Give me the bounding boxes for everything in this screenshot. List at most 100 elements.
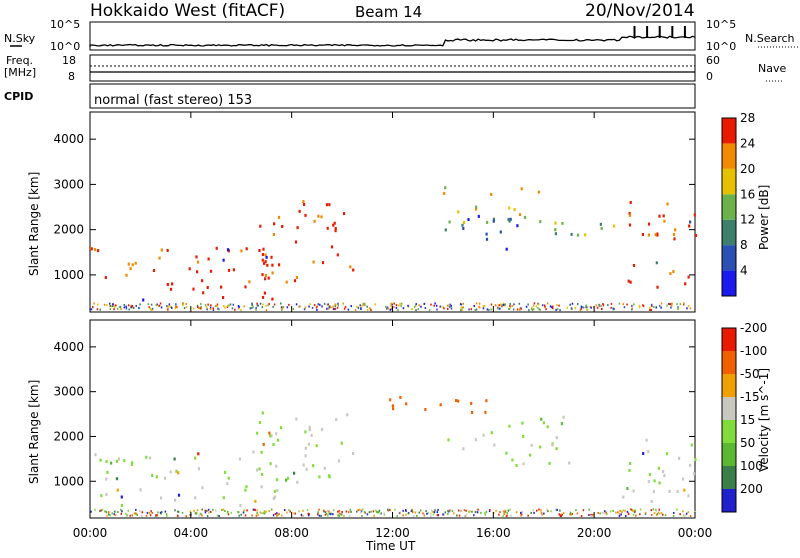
heatmap-cell — [284, 509, 286, 511]
heatmap-cell — [676, 490, 679, 494]
heatmap-cell — [357, 306, 360, 309]
heatmap-cell — [484, 513, 487, 516]
heatmap-cell — [363, 302, 366, 305]
heatmap-cell — [656, 285, 659, 289]
heatmap-cell — [240, 249, 243, 253]
heatmap-cell — [639, 508, 642, 511]
x-tick-label: 12:00 — [375, 526, 410, 540]
heatmap-cell — [383, 512, 385, 515]
heatmap-cell — [582, 306, 585, 309]
heatmap-cell — [334, 229, 337, 233]
heatmap-cell — [271, 271, 274, 275]
heatmap-cell — [628, 468, 631, 472]
heatmap-cell — [271, 297, 274, 301]
heatmap-cell — [568, 461, 571, 465]
heatmap-cell — [506, 514, 508, 517]
heatmap-cell — [310, 433, 313, 437]
heatmap-cell — [145, 514, 148, 517]
heatmap-cell — [629, 280, 632, 284]
heatmap-cell — [689, 220, 692, 224]
heatmap-cell — [625, 515, 627, 517]
heatmap-cell — [398, 304, 400, 307]
heatmap-cell — [177, 493, 181, 497]
heatmap-cell — [296, 226, 299, 230]
heatmap-cell — [694, 458, 697, 462]
heatmap-cell — [639, 513, 641, 516]
heatmap-cell — [392, 407, 395, 411]
heatmap-cell — [420, 305, 422, 308]
heatmap-cell — [106, 470, 109, 474]
heatmap-cell — [138, 307, 140, 310]
x-tick-label: 20:00 — [577, 526, 612, 540]
heatmap-cell — [277, 513, 279, 516]
power-colorbar-label: Power [dB] — [757, 185, 771, 250]
heatmap-cell — [628, 211, 631, 215]
heatmap-cell — [638, 304, 641, 307]
heatmap-cell — [243, 509, 245, 512]
heatmap-cell — [468, 511, 470, 513]
heatmap-cell — [94, 453, 97, 457]
heatmap-cell — [429, 515, 432, 518]
heatmap-cell — [590, 513, 592, 516]
heatmap-cell — [308, 425, 311, 429]
heatmap-cell — [618, 514, 621, 517]
heatmap-cell — [497, 307, 499, 310]
heatmap-cell — [343, 515, 345, 517]
heatmap-cell — [160, 512, 162, 515]
heatmap-cell — [302, 200, 305, 203]
heatmap-cell — [476, 511, 479, 514]
heatmap-cell — [619, 510, 622, 513]
heatmap-cell — [322, 509, 325, 512]
heatmap-cell — [590, 515, 593, 517]
heatmap-cell — [90, 308, 93, 311]
colorbar-tick-label: 8 — [740, 238, 748, 252]
heatmap-cell — [169, 470, 172, 474]
heatmap-cell — [150, 303, 153, 306]
heatmap-cell — [467, 218, 470, 221]
heatmap-cell — [155, 475, 158, 479]
heatmap-cell — [670, 306, 672, 309]
heatmap-cell — [125, 307, 128, 310]
heatmap-cell — [166, 514, 168, 517]
heatmap-cell — [195, 512, 197, 515]
heatmap-cell — [656, 513, 659, 516]
heatmap-cell — [613, 307, 615, 310]
freq-tick-bottom: 8 — [68, 70, 75, 83]
heatmap-cell — [493, 443, 496, 447]
heatmap-cell — [337, 459, 340, 463]
heatmap-cell — [155, 514, 157, 517]
heatmap-cell — [315, 444, 318, 448]
heatmap-cell — [257, 514, 259, 516]
heatmap-cell — [277, 438, 280, 442]
heatmap-cell — [560, 515, 562, 518]
heatmap-cell — [484, 410, 487, 414]
heatmap-cell — [405, 402, 408, 406]
heatmap-cell — [302, 463, 305, 467]
heatmap-cell — [387, 307, 389, 310]
heatmap-cell — [631, 304, 633, 307]
heatmap-cell — [552, 305, 554, 308]
heatmap-cell — [139, 488, 142, 492]
heatmap-cell — [482, 307, 485, 310]
heatmap-cell — [196, 260, 200, 264]
heatmap-cell — [237, 307, 240, 310]
heatmap-cell — [196, 509, 199, 512]
heatmap-cell — [655, 261, 658, 265]
heatmap-cell — [432, 513, 435, 516]
heatmap-cell — [554, 228, 557, 232]
heatmap-cell — [262, 247, 265, 251]
heatmap-cell — [370, 309, 372, 311]
heatmap-cell — [469, 510, 471, 513]
heatmap-cell — [474, 438, 477, 442]
heatmap-cell — [539, 445, 542, 449]
heatmap-cell — [521, 511, 523, 514]
heatmap-cell — [687, 511, 690, 514]
heatmap-cell — [369, 307, 371, 310]
heatmap-cell — [423, 302, 426, 305]
heatmap-cell — [566, 306, 568, 309]
heatmap-cell — [221, 509, 223, 511]
heatmap-cell — [304, 446, 307, 450]
heatmap-cell — [520, 187, 523, 191]
heatmap-cell — [292, 308, 295, 310]
heatmap-cell — [580, 515, 583, 517]
